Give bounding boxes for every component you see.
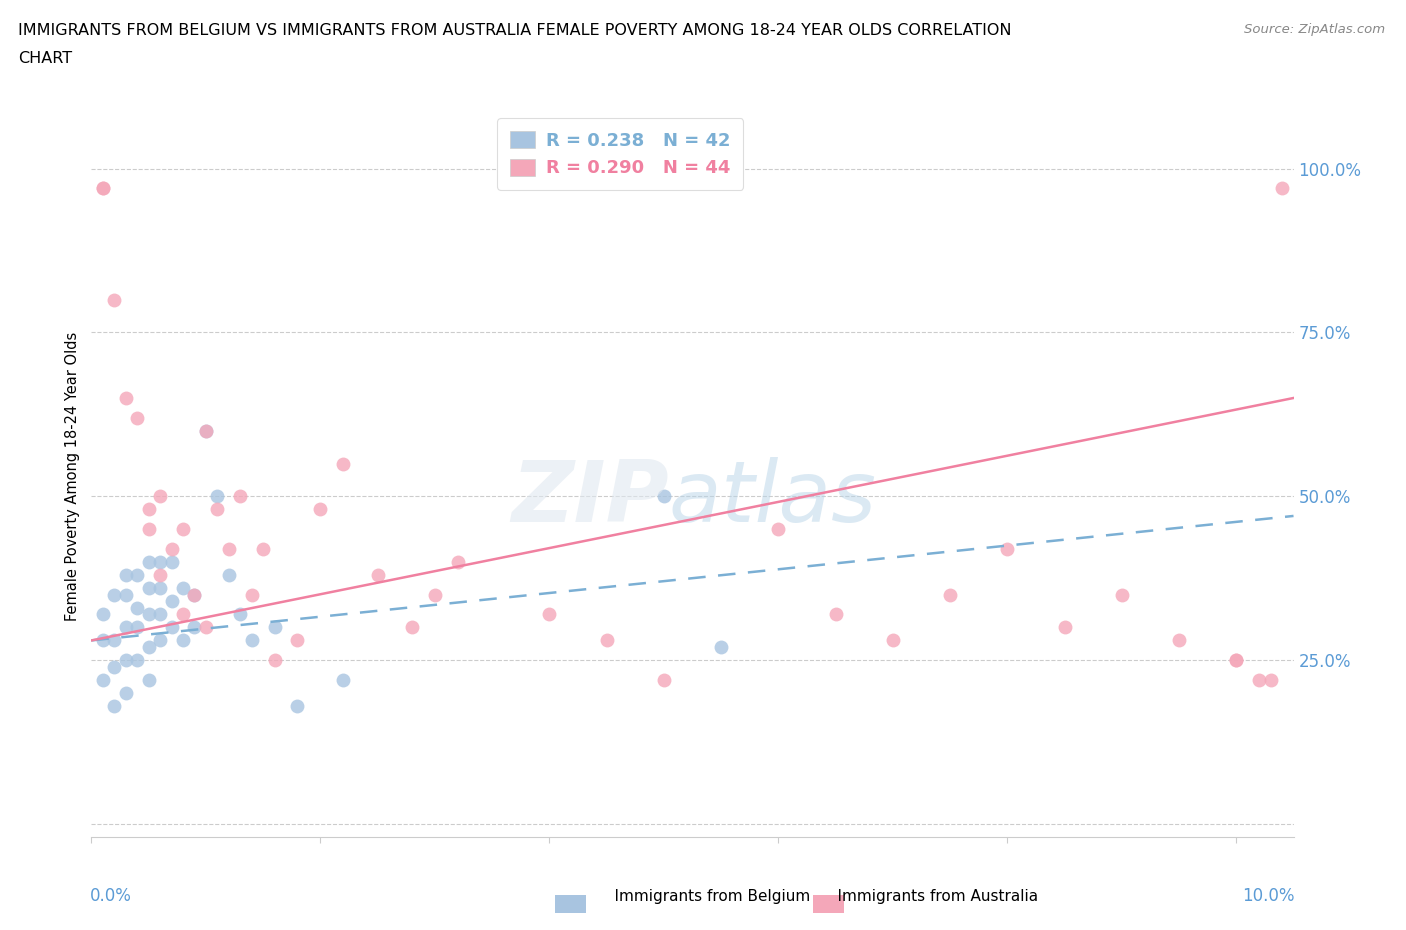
Point — [1225, 653, 1247, 668]
Text: Source: ZipAtlas.com: Source: ZipAtlas.com — [1244, 23, 1385, 36]
Point — [332, 672, 354, 687]
Point — [367, 567, 389, 582]
Point — [160, 593, 183, 608]
Point — [447, 554, 470, 569]
Text: Immigrants from Australia: Immigrants from Australia — [818, 889, 1038, 904]
Point — [652, 489, 675, 504]
Point — [252, 541, 274, 556]
Point — [91, 672, 114, 687]
Point — [995, 541, 1018, 556]
Point — [91, 606, 114, 621]
Point — [172, 522, 194, 537]
Point — [183, 620, 205, 635]
Point — [332, 456, 354, 471]
Point — [103, 633, 125, 648]
Point — [103, 698, 125, 713]
Point — [1249, 672, 1271, 687]
Point — [538, 606, 561, 621]
Point — [423, 587, 446, 602]
Point — [263, 653, 285, 668]
Point — [138, 672, 160, 687]
Point — [939, 587, 962, 602]
Point — [114, 685, 136, 700]
Point — [240, 633, 263, 648]
Text: Immigrants from Belgium: Immigrants from Belgium — [595, 889, 811, 904]
Point — [149, 567, 172, 582]
Point — [183, 587, 205, 602]
Point — [103, 292, 125, 307]
Point — [149, 489, 172, 504]
Y-axis label: Female Poverty Among 18-24 Year Olds: Female Poverty Among 18-24 Year Olds — [65, 332, 80, 621]
Text: CHART: CHART — [18, 51, 72, 66]
Point — [229, 489, 252, 504]
Point — [149, 554, 172, 569]
Point — [160, 554, 183, 569]
Point — [138, 580, 160, 595]
Point — [149, 580, 172, 595]
Legend: R = 0.238   N = 42, R = 0.290   N = 44: R = 0.238 N = 42, R = 0.290 N = 44 — [498, 118, 744, 190]
Point — [309, 502, 332, 517]
Point — [652, 672, 675, 687]
Point — [218, 567, 240, 582]
Text: 10.0%: 10.0% — [1243, 887, 1295, 906]
Point — [240, 587, 263, 602]
Point — [194, 423, 217, 438]
Point — [1053, 620, 1076, 635]
Point — [172, 580, 194, 595]
Point — [127, 653, 149, 668]
Point — [172, 633, 194, 648]
Point — [183, 587, 205, 602]
Point — [194, 620, 217, 635]
Point — [103, 587, 125, 602]
Text: ZIP: ZIP — [510, 457, 668, 539]
Point — [138, 640, 160, 655]
Text: 0.0%: 0.0% — [90, 887, 132, 906]
Point — [1260, 672, 1282, 687]
Point — [103, 659, 125, 674]
Point — [824, 606, 846, 621]
Point — [127, 620, 149, 635]
Point — [710, 640, 733, 655]
Point — [138, 554, 160, 569]
Point — [138, 502, 160, 517]
Point — [595, 633, 617, 648]
Point — [160, 541, 183, 556]
Point — [1168, 633, 1191, 648]
Point — [218, 541, 240, 556]
Point — [91, 633, 114, 648]
Point — [287, 633, 309, 648]
Text: IMMIGRANTS FROM BELGIUM VS IMMIGRANTS FROM AUSTRALIA FEMALE POVERTY AMONG 18-24 : IMMIGRANTS FROM BELGIUM VS IMMIGRANTS FR… — [18, 23, 1012, 38]
Point — [149, 606, 172, 621]
Point — [114, 587, 136, 602]
Point — [114, 653, 136, 668]
Point — [401, 620, 423, 635]
Point — [127, 410, 149, 425]
Point — [1271, 181, 1294, 196]
Point — [194, 423, 217, 438]
Point — [160, 620, 183, 635]
Text: atlas: atlas — [668, 457, 876, 539]
Point — [91, 181, 114, 196]
Point — [127, 600, 149, 615]
Point — [263, 620, 285, 635]
Point — [207, 502, 229, 517]
Point — [1225, 653, 1247, 668]
Point — [138, 522, 160, 537]
Point — [127, 567, 149, 582]
Point — [91, 181, 114, 196]
Point — [172, 606, 194, 621]
Point — [138, 606, 160, 621]
Point — [114, 391, 136, 405]
Point — [287, 698, 309, 713]
Point — [114, 620, 136, 635]
Point — [114, 567, 136, 582]
Point — [229, 606, 252, 621]
Point — [207, 489, 229, 504]
Point — [149, 633, 172, 648]
Point — [1111, 587, 1133, 602]
Point — [768, 522, 790, 537]
Point — [882, 633, 904, 648]
